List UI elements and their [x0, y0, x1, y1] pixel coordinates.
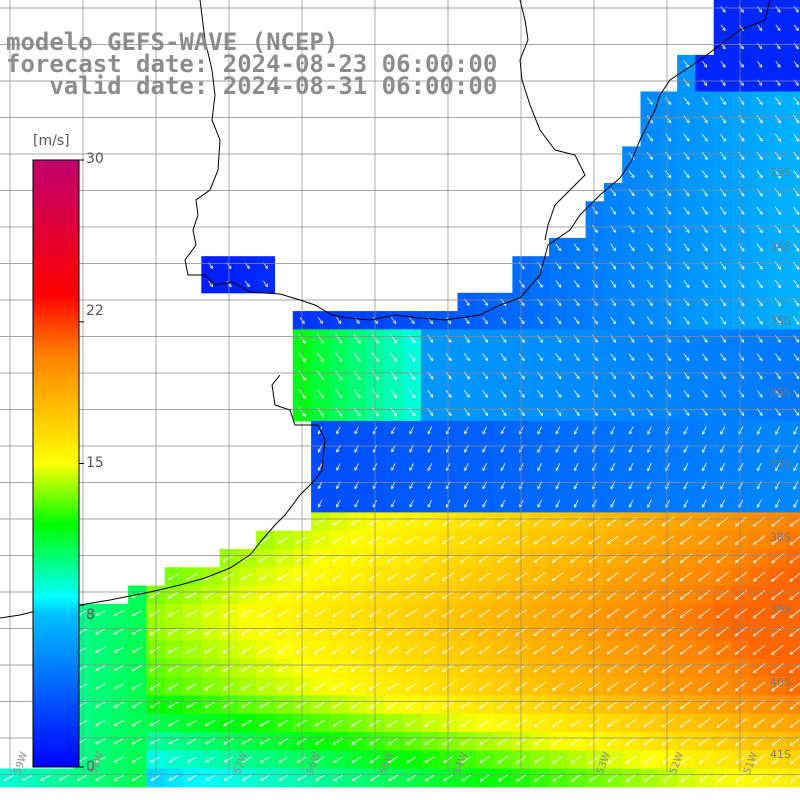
speed-cell: [786, 183, 800, 202]
speed-cell: [786, 164, 800, 184]
speed-cell: [786, 274, 800, 294]
speed-cell: [786, 292, 800, 312]
speed-cell: [786, 54, 800, 74]
speed-cell: [786, 768, 800, 788]
speed-cell: [786, 457, 800, 477]
colorbar: [32, 159, 80, 768]
lat-label-34s: 34S: [770, 240, 791, 253]
speed-cell: [786, 366, 800, 385]
speed-cell: [786, 475, 800, 495]
speed-cell: [786, 109, 800, 129]
colorbar-unit: [m/s]: [33, 133, 70, 149]
speed-cell: [786, 18, 800, 38]
speed-cell: [786, 384, 800, 404]
title-valid-date: valid date: 2024-08-31 06:00:00: [6, 72, 498, 100]
speed-cell: [786, 91, 800, 111]
speed-cell: [786, 494, 800, 513]
lat-label-33s: 33S: [770, 166, 791, 179]
speed-cell: [786, 695, 800, 715]
speed-cell: [786, 36, 800, 56]
speed-cell: [786, 201, 800, 221]
speed-cell: [786, 585, 800, 605]
speed-cell: [786, 549, 800, 568]
speed-cell: [786, 512, 800, 532]
speed-cell: [786, 713, 800, 733]
speed-cell: [786, 311, 800, 330]
speed-cell: [786, 329, 800, 349]
speed-cell: [786, 146, 800, 166]
lat-label-40s: 40S: [770, 676, 791, 689]
colorbar-tick-8: 8: [86, 607, 95, 623]
lat-label-36s: 36S: [770, 386, 791, 399]
colorbar-tick-22: 22: [86, 303, 104, 319]
speed-cell: [786, 420, 800, 440]
speed-cell: [786, 402, 800, 422]
speed-cell: [786, 0, 800, 19]
lat-label-37s: 37S: [770, 458, 791, 471]
speed-cell: [786, 658, 800, 678]
lat-label-39s: 39S: [770, 603, 791, 616]
speed-cell: [786, 640, 800, 660]
lat-label-38s: 38S: [770, 531, 791, 544]
speed-cell: [786, 347, 800, 367]
colorbar-tick-30: 30: [86, 151, 104, 167]
speed-cell: [786, 73, 800, 92]
speed-cell: [786, 219, 800, 239]
lat-label-35s: 35S: [770, 314, 791, 327]
speed-cell: [786, 567, 800, 587]
speed-cell: [786, 439, 800, 458]
colorbar-tick-15: 15: [86, 455, 104, 471]
speed-cell: [786, 128, 800, 147]
speed-cell: [786, 237, 800, 257]
speed-cell: [786, 256, 800, 275]
speed-cell: [786, 622, 800, 641]
lat-label-41s: 41S: [770, 748, 791, 761]
